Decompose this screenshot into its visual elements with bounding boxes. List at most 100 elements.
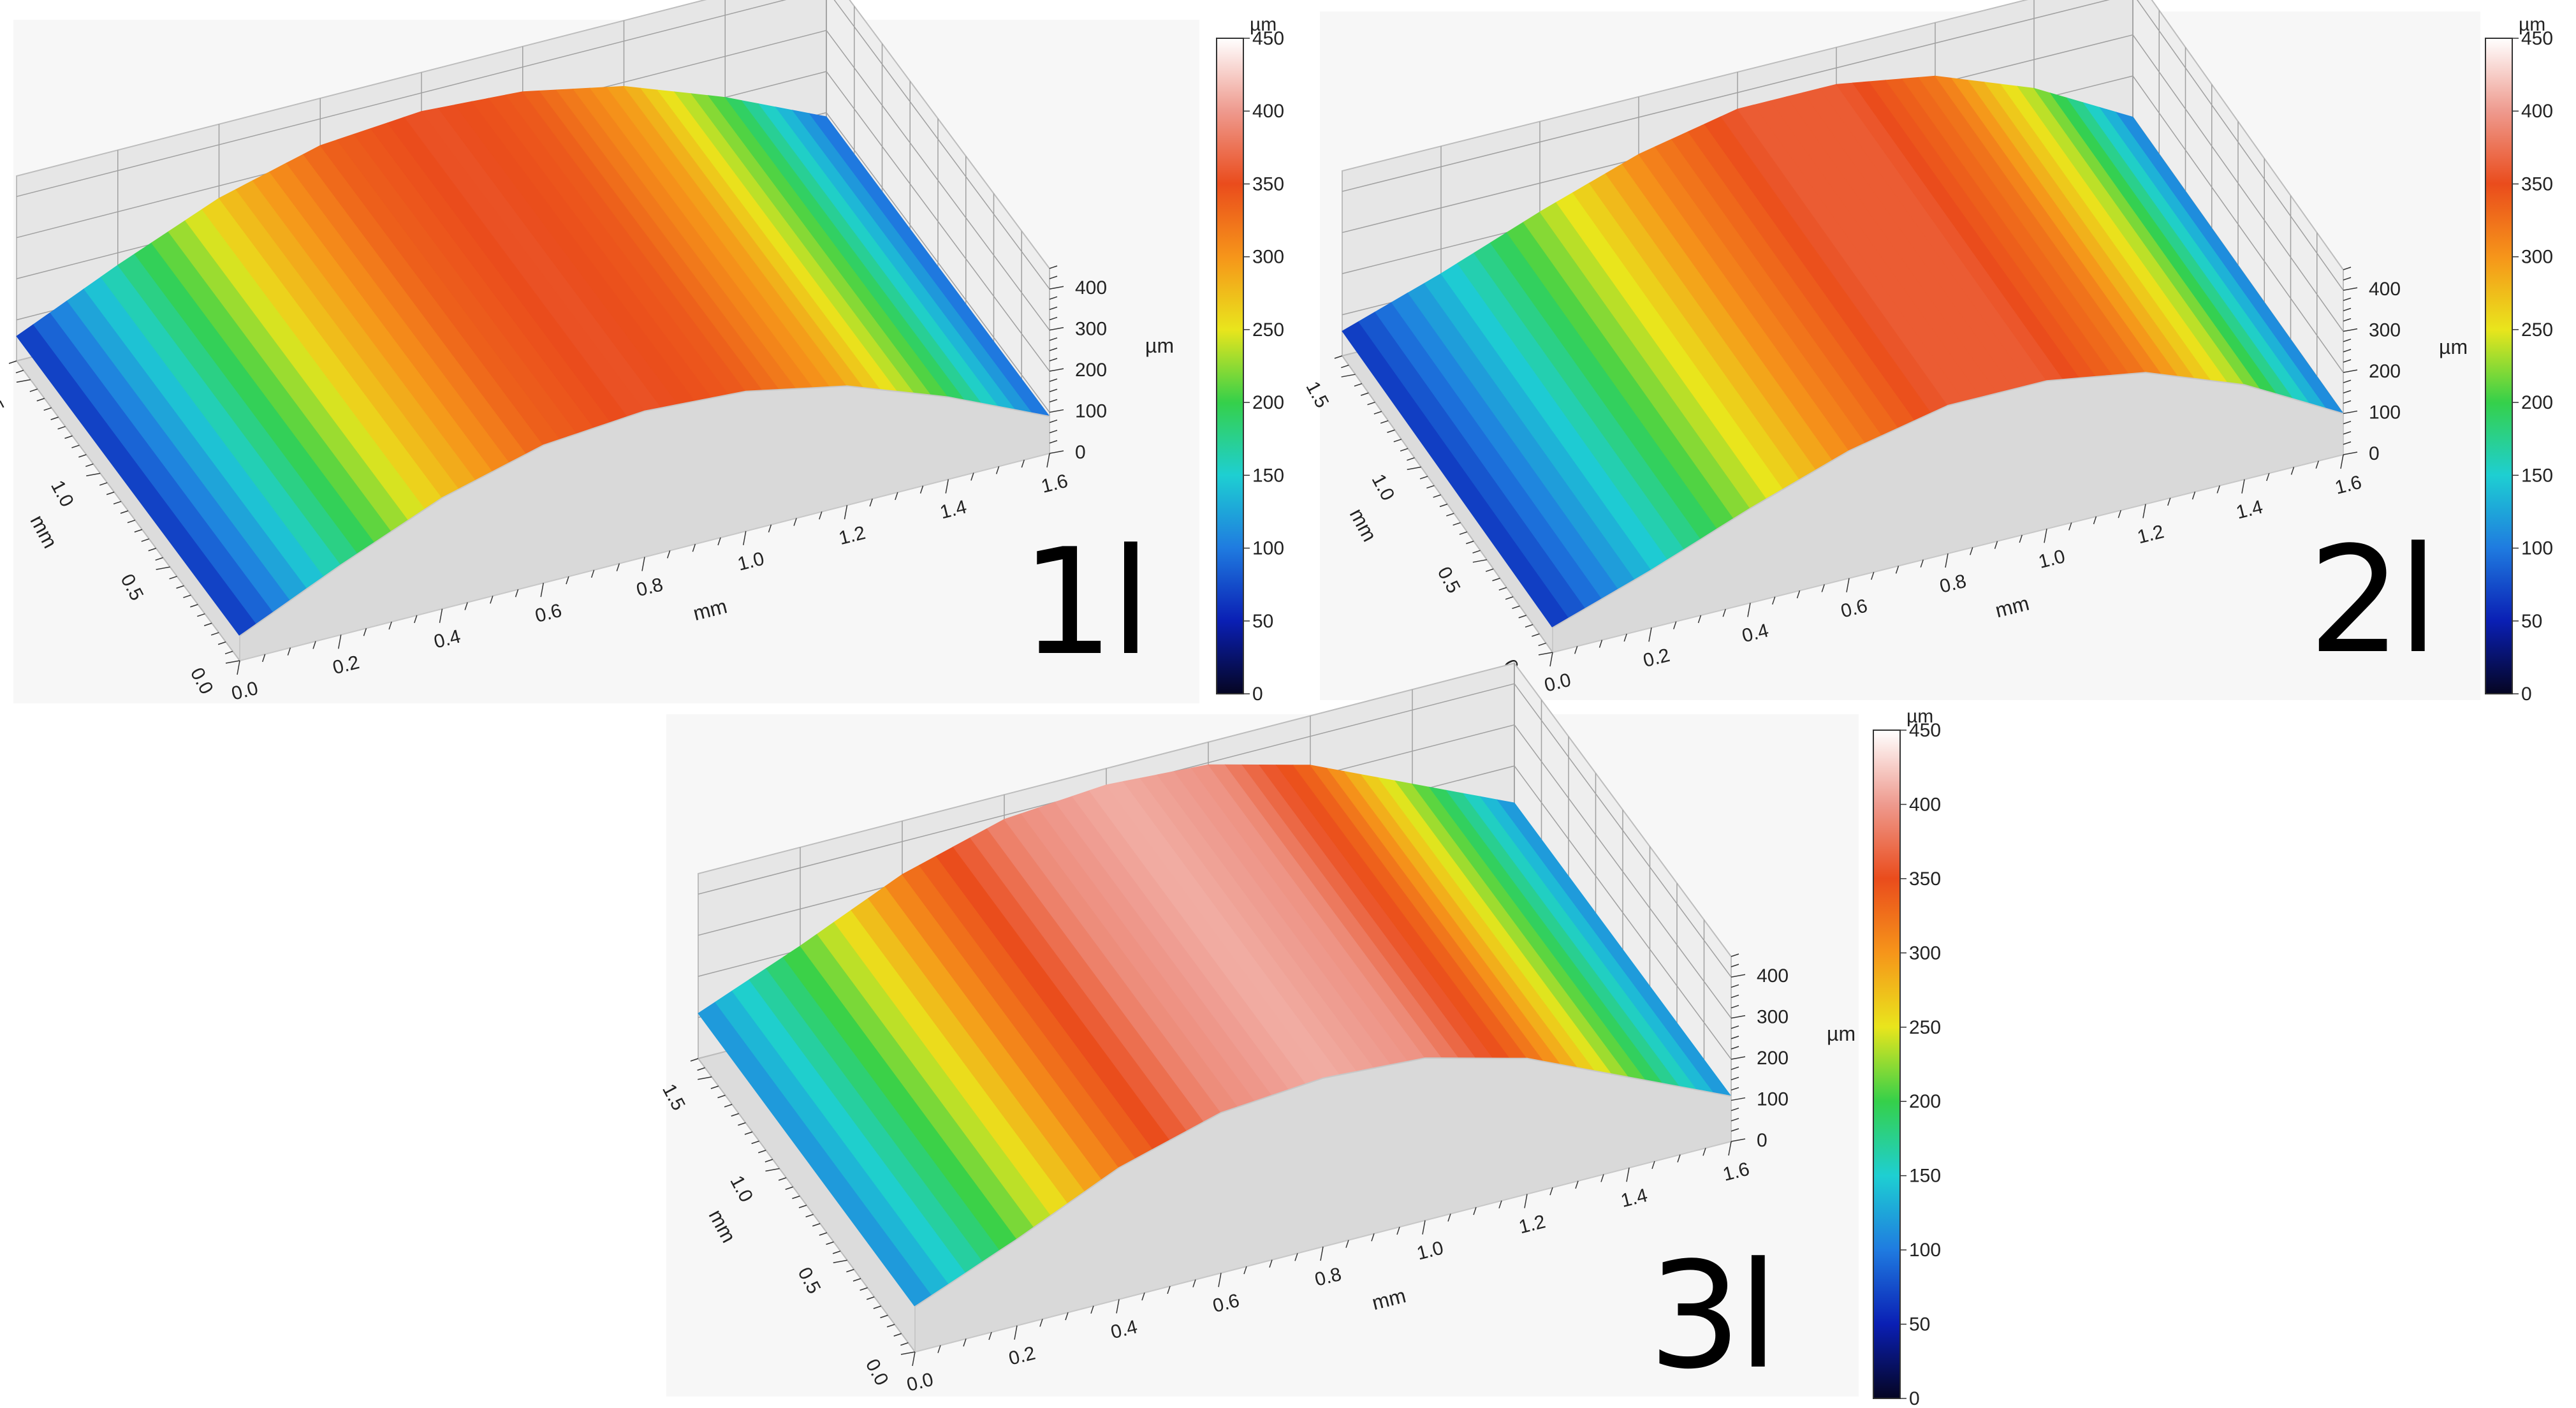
z-axis-tick — [2343, 307, 2352, 312]
z-axis-tick — [1049, 265, 1058, 269]
z-axis-tick — [2343, 328, 2358, 332]
y-axis-tick-label: 0.5 — [794, 1264, 825, 1297]
x-axis-tick-label: 1.0 — [735, 548, 766, 575]
y-axis-label: mm — [705, 1206, 741, 1247]
x-axis-tick — [490, 596, 494, 604]
y-axis-tick — [1354, 383, 1363, 387]
wall-z-gridline — [16, 0, 1050, 290]
x-axis-tick — [1772, 596, 1776, 605]
z-axis-tick — [1049, 316, 1058, 321]
z-axis-tick — [1731, 1097, 1746, 1101]
y-axis-tick — [833, 1259, 847, 1263]
z-axis-tick — [2343, 359, 2352, 363]
y-axis-tick — [1380, 420, 1389, 424]
y-axis-tick-label: 0.5 — [1433, 563, 1465, 596]
z-axis-tick — [1731, 1015, 1746, 1019]
z-axis-tick — [2343, 451, 2358, 455]
z-axis-tick — [1731, 1004, 1739, 1009]
colorbar-tick-label: 200 — [2521, 392, 2553, 413]
colorbar-tick-label: 100 — [1909, 1240, 1941, 1261]
colorbar-tick-label: 50 — [1909, 1314, 1930, 1335]
colorbar-gradient — [1873, 730, 1901, 1399]
z-axis-tick — [1049, 450, 1064, 454]
x-axis-tick — [793, 518, 797, 526]
y-axis-tick — [176, 585, 184, 589]
colorbar-tick-label: 300 — [1909, 942, 1941, 964]
x-axis-tick — [1574, 646, 1578, 654]
surface-plot-panel-2l: 0.00.20.40.60.81.01.21.41.6mm0.00.51.01.… — [1301, 0, 2480, 700]
y-axis-tick — [1367, 401, 1375, 406]
x-axis-tick-label: 1.6 — [1721, 1159, 1752, 1185]
y-axis-tick — [71, 444, 80, 448]
x-axis-tick — [1549, 1187, 1553, 1196]
x-axis-tick — [363, 627, 367, 636]
z-axis-tick — [1049, 275, 1058, 279]
y-axis-tick — [1439, 503, 1448, 508]
z-axis-label: µm — [2439, 335, 2468, 358]
x-axis-tick — [414, 615, 418, 624]
wall-z-gridline — [698, 683, 1732, 978]
colorbar-tick-label: 150 — [2521, 465, 2553, 486]
z-axis-tick — [1049, 286, 1064, 290]
z-axis-tick — [1731, 1036, 1739, 1039]
z-axis-tick-label: 200 — [2369, 361, 2401, 382]
y-axis-tick — [210, 632, 219, 636]
x-axis-tick — [919, 485, 924, 494]
y-axis-tick — [1459, 531, 1468, 535]
z-axis-tick — [1731, 1025, 1739, 1029]
y-axis-tick — [120, 510, 129, 514]
x-axis-tick-label: 0.0 — [905, 1369, 935, 1396]
x-axis-tick-label: 0.4 — [1740, 620, 1771, 647]
colorbar-tick-label: 450 — [2521, 28, 2553, 49]
y-axis-tick — [1466, 540, 1474, 545]
y-axis-tick — [738, 1122, 746, 1126]
y-axis-tick — [765, 1168, 780, 1172]
x-axis-tick — [1673, 621, 1677, 629]
z-axis-tick — [1049, 419, 1058, 423]
y-axis-tick — [1341, 374, 1356, 378]
x-axis-tick — [2068, 522, 2072, 531]
x-axis-tick-label: 1.2 — [2135, 521, 2166, 548]
y-axis-tick — [717, 1094, 726, 1099]
surface-front-face — [1552, 372, 2344, 654]
x-axis-tick — [970, 473, 974, 481]
z-axis-tick — [2343, 390, 2352, 394]
x-axis-tick — [1473, 1206, 1477, 1215]
x-axis-tick — [2216, 485, 2220, 494]
colorbar-tick-label: 350 — [1252, 173, 1284, 194]
x-axis-tick-label: 1.4 — [938, 496, 969, 523]
z-axis-tick — [1049, 296, 1058, 300]
z-axis-tick — [1731, 984, 1739, 988]
y-axis-tick — [36, 398, 45, 402]
y-axis-tick-label: 1.0 — [1368, 471, 1399, 504]
z-axis-label: µm — [1827, 1022, 1855, 1045]
x-axis-tick-label: 0.4 — [1109, 1316, 1139, 1343]
z-axis-tick — [1731, 1046, 1739, 1050]
colorbar-tick-label: 350 — [1909, 869, 1941, 890]
x-axis-tick — [1895, 566, 1899, 574]
x-axis-tick — [1702, 1148, 1706, 1156]
x-axis-tick — [2093, 516, 2097, 525]
x-axis-tick — [945, 479, 949, 494]
colorbar-1l: µm 0 50 100 150 200 250 300 350 400 450 — [1211, 13, 1301, 705]
y-axis-tick — [1419, 476, 1428, 480]
y-axis-tick — [224, 650, 233, 655]
y-axis-tick — [1472, 550, 1481, 554]
z-axis-tick — [1731, 964, 1739, 967]
z-axis-tick — [1049, 430, 1058, 434]
x-axis-tick — [988, 1331, 992, 1340]
x-axis-tick — [261, 654, 266, 663]
y-axis-tick — [50, 416, 59, 420]
y-axis-tick — [1538, 642, 1546, 647]
y-axis-tick — [1532, 633, 1540, 637]
x-axis-tick — [1920, 559, 1924, 568]
x-axis-tick-label: 1.2 — [837, 522, 867, 549]
y-axis-tick — [900, 1342, 909, 1346]
x-axis-tick — [692, 543, 696, 552]
y-axis-tick-label: 1.0 — [47, 477, 78, 510]
x-axis-tick — [1796, 590, 1801, 599]
x-axis-tick-label: 1.4 — [2234, 496, 2265, 523]
y-axis-tick — [183, 594, 191, 598]
y-axis-tick — [1446, 513, 1454, 517]
y-axis-tick — [765, 1159, 773, 1162]
